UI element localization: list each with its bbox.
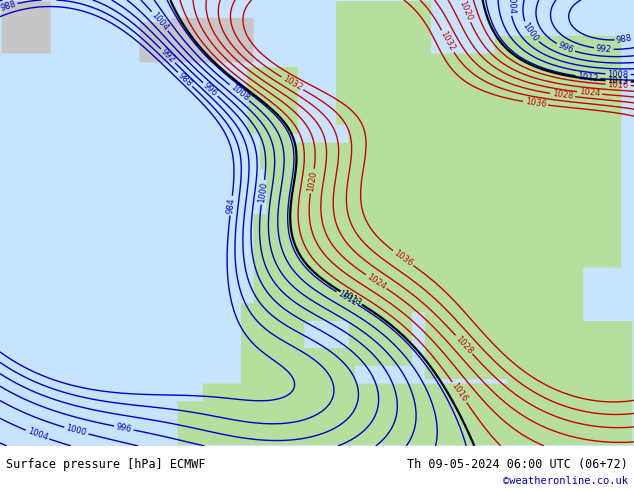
- Text: 1020: 1020: [457, 0, 474, 22]
- Text: 1000: 1000: [257, 181, 269, 203]
- Text: 988: 988: [0, 0, 17, 13]
- Text: 984: 984: [226, 197, 236, 214]
- Text: 1020: 1020: [306, 170, 318, 192]
- Text: 1012: 1012: [577, 72, 599, 83]
- Text: 992: 992: [595, 44, 612, 54]
- Text: 988: 988: [616, 33, 633, 45]
- Text: 1000: 1000: [65, 423, 87, 438]
- Text: 1016: 1016: [450, 381, 469, 403]
- Text: 1032: 1032: [439, 30, 456, 53]
- Text: 1000: 1000: [521, 21, 540, 44]
- Text: ©weatheronline.co.uk: ©weatheronline.co.uk: [503, 476, 628, 487]
- Text: 1004: 1004: [150, 10, 170, 32]
- Text: 996: 996: [115, 422, 133, 434]
- Text: 996: 996: [202, 81, 219, 98]
- Text: 1024: 1024: [579, 87, 600, 98]
- Text: 1008: 1008: [228, 83, 250, 103]
- Text: 1032: 1032: [281, 74, 304, 93]
- Text: 1036: 1036: [524, 98, 547, 109]
- Text: 1013: 1013: [607, 76, 629, 86]
- Text: Surface pressure [hPa] ECMWF: Surface pressure [hPa] ECMWF: [6, 458, 206, 471]
- Text: 1028: 1028: [552, 89, 574, 101]
- Text: 996: 996: [557, 41, 575, 55]
- Text: 1028: 1028: [453, 334, 474, 356]
- Text: 1013: 1013: [340, 289, 363, 307]
- Text: 1004: 1004: [506, 0, 515, 14]
- Text: 1008: 1008: [607, 70, 629, 79]
- Text: 1004: 1004: [26, 427, 49, 442]
- Text: 1036: 1036: [392, 248, 414, 268]
- Text: 992: 992: [159, 47, 177, 65]
- Text: 1012: 1012: [336, 289, 358, 308]
- Text: 1024: 1024: [365, 272, 387, 291]
- Text: 1016: 1016: [607, 80, 629, 90]
- Text: Th 09-05-2024 06:00 UTC (06+72): Th 09-05-2024 06:00 UTC (06+72): [407, 458, 628, 471]
- Text: 988: 988: [176, 71, 194, 88]
